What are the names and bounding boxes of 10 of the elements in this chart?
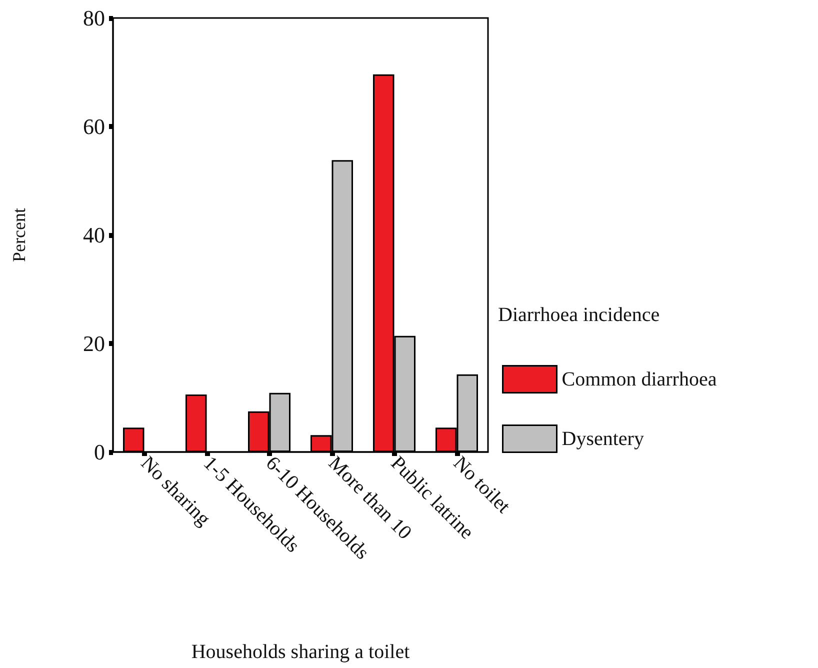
y-tick-label: 40 <box>83 222 105 248</box>
y-tick-label: 60 <box>83 114 105 139</box>
legend-label: Common diarrhoea <box>562 368 717 390</box>
legend-label: Dysentery <box>562 428 644 450</box>
y-axis-title: Percent <box>9 208 29 262</box>
y-tick-label: 0 <box>94 440 105 464</box>
y-tick-label: 20 <box>83 331 105 356</box>
legend-title: Diarrhoea incidence <box>498 304 660 326</box>
y-tick-label: 80 <box>83 6 105 30</box>
x-axis-title: Households sharing a toilet <box>191 641 410 663</box>
